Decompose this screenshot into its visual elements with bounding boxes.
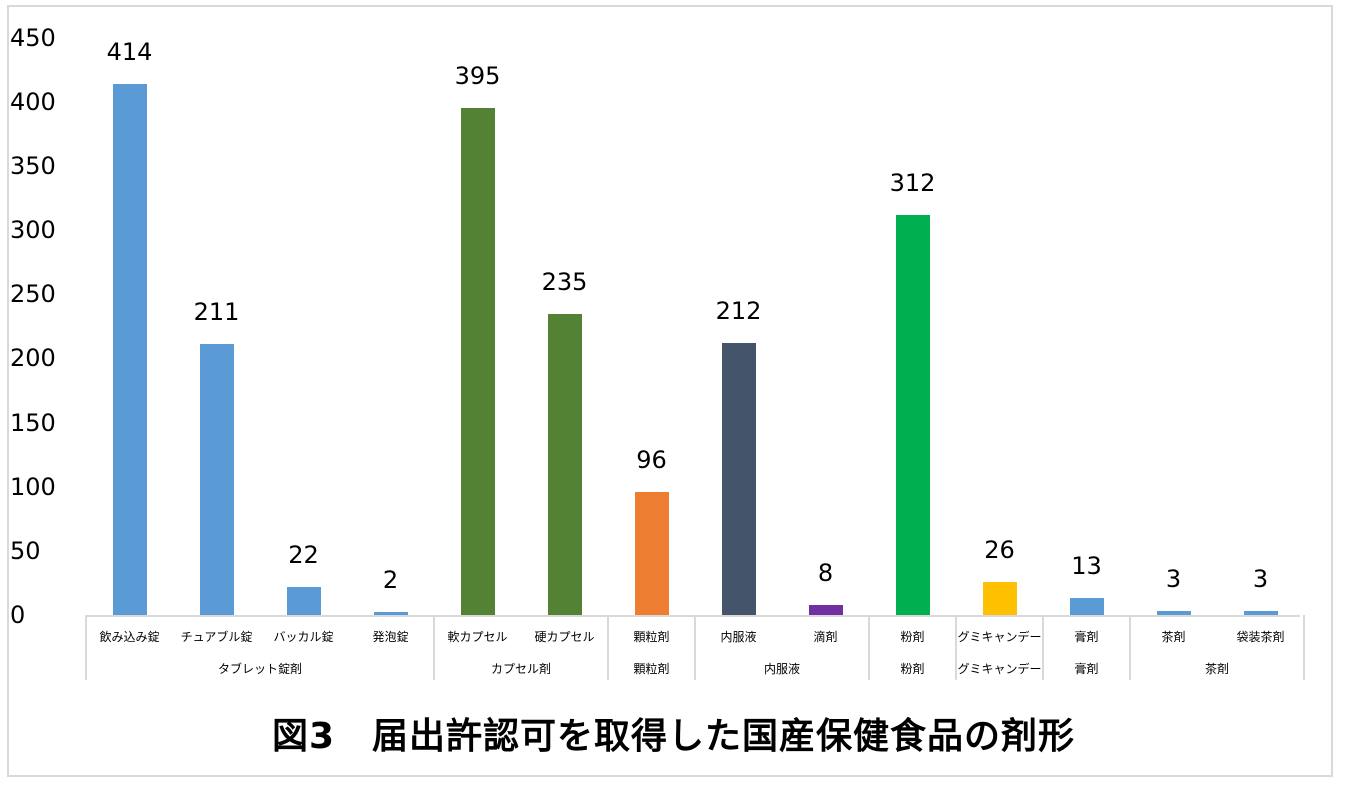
data-label: 22 — [288, 540, 319, 569]
bar — [547, 313, 582, 615]
group-label: 顆粒剤 — [633, 662, 670, 676]
y-tick-label: 50 — [10, 536, 41, 565]
group-label: 内服液 — [763, 662, 800, 676]
axis-divider — [85, 615, 87, 680]
category-label: 発泡錠 — [372, 630, 409, 644]
category-label: 粉剤 — [900, 630, 925, 644]
axis-divider — [1129, 615, 1131, 680]
category-label: チュアブル錠 — [180, 630, 253, 644]
axis-divider — [694, 615, 696, 680]
category-label: 硬カプセル — [534, 630, 595, 644]
data-label: 2 — [382, 566, 399, 595]
bar — [1156, 611, 1191, 615]
group-label: 粉剤 — [900, 662, 925, 676]
category-label: 顆粒剤 — [633, 630, 670, 644]
bar — [199, 344, 234, 615]
chart-title: 図3 届出許認可を取得した国産保健食品の剤形 — [271, 716, 1076, 757]
category-label: 飲み込み錠 — [99, 630, 160, 644]
data-label: 235 — [541, 267, 588, 296]
data-label: 395 — [454, 62, 501, 91]
bar — [721, 343, 756, 615]
y-tick-label: 100 — [10, 472, 56, 501]
category-label: 膏剤 — [1074, 630, 1099, 644]
y-tick-label: 350 — [10, 152, 56, 181]
group-label: 茶剤 — [1204, 662, 1229, 676]
axis-divider — [868, 615, 870, 680]
data-label: 26 — [984, 535, 1015, 564]
data-label: 8 — [817, 558, 834, 587]
category-label: 滴剤 — [813, 630, 838, 644]
group-label: タブレット錠剤 — [217, 662, 302, 676]
bar — [1243, 611, 1278, 615]
y-tick-label: 250 — [10, 280, 56, 309]
bar — [1069, 598, 1104, 615]
group-label: 膏剤 — [1074, 662, 1099, 676]
y-tick-label: 200 — [10, 344, 56, 373]
data-label: 312 — [889, 168, 936, 197]
data-label: 96 — [636, 445, 667, 474]
bar — [286, 586, 321, 615]
bar — [460, 108, 495, 615]
bar — [112, 84, 147, 615]
bar — [982, 581, 1017, 615]
axis-divider — [433, 615, 435, 680]
category-label: 茶剤 — [1161, 630, 1186, 644]
data-label: 414 — [106, 38, 153, 66]
y-tick-label: 150 — [10, 408, 56, 437]
x-axis-line — [86, 615, 1300, 617]
category-label: バッカル錠 — [273, 630, 334, 644]
data-label: 3 — [1252, 565, 1269, 594]
y-tick-label: 300 — [10, 216, 56, 245]
bar — [895, 214, 930, 615]
y-tick-label: 400 — [10, 87, 56, 116]
category-label: 袋装茶剤 — [1236, 630, 1285, 644]
data-label: 13 — [1071, 552, 1102, 581]
bar — [373, 612, 408, 615]
bar — [634, 491, 669, 615]
category-label: グミキャンデー — [957, 630, 1042, 644]
category-label: 軟カプセル — [447, 630, 508, 644]
axis-divider — [1303, 615, 1305, 680]
axis-divider — [955, 615, 957, 680]
axis-divider — [607, 615, 609, 680]
category-label: 内服液 — [720, 630, 757, 644]
data-label: 3 — [1165, 565, 1182, 594]
data-label: 212 — [715, 297, 762, 326]
y-tick-label: 450 — [10, 23, 56, 52]
axis-divider — [1042, 615, 1044, 680]
bar — [808, 604, 843, 615]
y-tick-label: 0 — [10, 601, 26, 629]
data-label: 211 — [193, 298, 240, 327]
group-label: グミキャンデー — [957, 662, 1042, 676]
group-label: カプセル剤 — [490, 662, 551, 676]
